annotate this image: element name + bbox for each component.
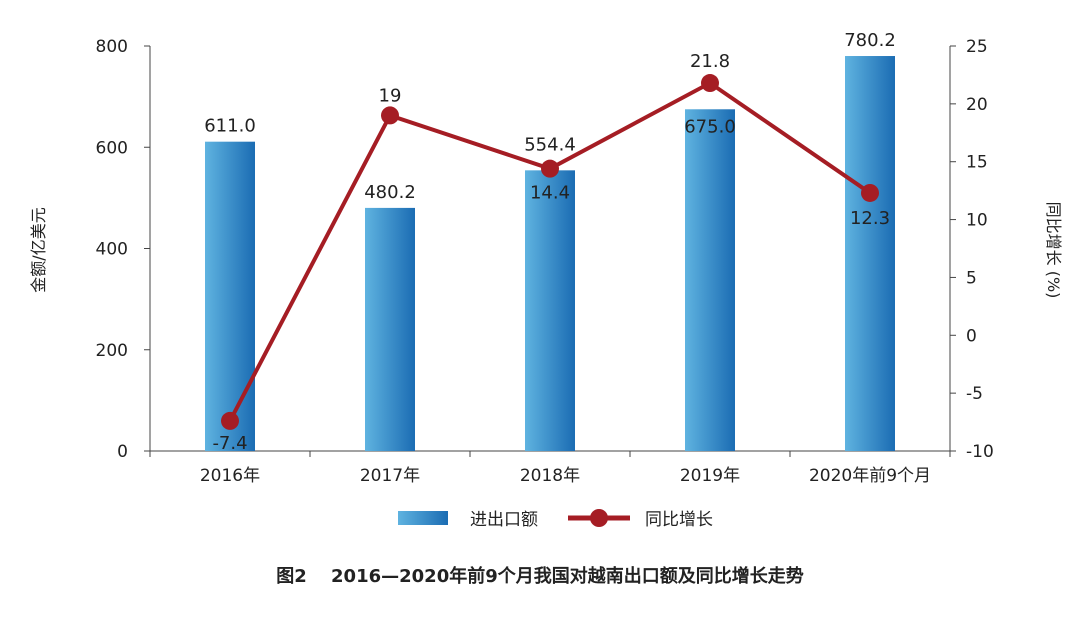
chart-title: 图2 2016—2020年前9个月我国对越南出口额及同比增长走势 <box>276 565 804 587</box>
y2-axis-label: 同比增长 (%) <box>1044 202 1063 299</box>
growth-value-label: 12.3 <box>850 208 890 229</box>
x-tick-label: 2016年 <box>200 466 260 486</box>
growth-value-label: 21.8 <box>690 51 730 72</box>
y-axis-label: 金额/亿美元 <box>29 207 48 292</box>
y2-tick-label: 10 <box>966 211 988 231</box>
bar <box>365 207 415 451</box>
bar-value-label: 611.0 <box>204 116 256 137</box>
growth-point <box>861 183 879 202</box>
y2-tick-label: 15 <box>966 153 988 173</box>
growth-point <box>221 411 239 430</box>
growth-value-label: -7.4 <box>212 433 247 454</box>
growth-point <box>381 106 399 125</box>
y-tick-label: 600 <box>96 138 128 158</box>
y2-tick-label: 25 <box>966 37 988 57</box>
y-tick-label: 400 <box>96 240 128 260</box>
legend-line-marker <box>590 509 608 527</box>
bar-value-label: 554.4 <box>524 134 576 155</box>
legend-bar-label: 进出口额 <box>470 510 538 530</box>
bar <box>685 109 735 451</box>
x-tick-label: 2018年 <box>520 466 580 486</box>
legend-bar-swatch <box>398 511 448 525</box>
x-tick-label: 2017年 <box>360 466 420 486</box>
x-tick-label: 2020年前9个月 <box>809 466 931 486</box>
growth-point <box>541 159 559 178</box>
bar <box>205 141 255 451</box>
growth-point <box>701 74 719 93</box>
bar-value-label: 780.2 <box>844 30 896 51</box>
x-tick-label: 2019年 <box>680 466 740 486</box>
legend-line-label: 同比增长 <box>645 510 713 530</box>
bar <box>525 170 575 451</box>
y2-tick-label: -10 <box>966 442 994 462</box>
bar-value-label: 675.0 <box>684 116 736 137</box>
y2-tick-label: 20 <box>966 95 988 115</box>
growth-value-label: 14.4 <box>530 183 570 204</box>
y-tick-label: 800 <box>96 37 128 57</box>
y-tick-label: 0 <box>117 442 128 462</box>
y-tick-label: 200 <box>96 341 128 361</box>
growth-value-label: 19 <box>379 85 402 106</box>
y2-tick-label: -5 <box>966 384 983 404</box>
bar <box>845 56 895 452</box>
bar-value-label: 480.2 <box>364 182 416 203</box>
y2-tick-label: 0 <box>966 326 977 346</box>
y2-tick-label: 5 <box>966 268 977 288</box>
